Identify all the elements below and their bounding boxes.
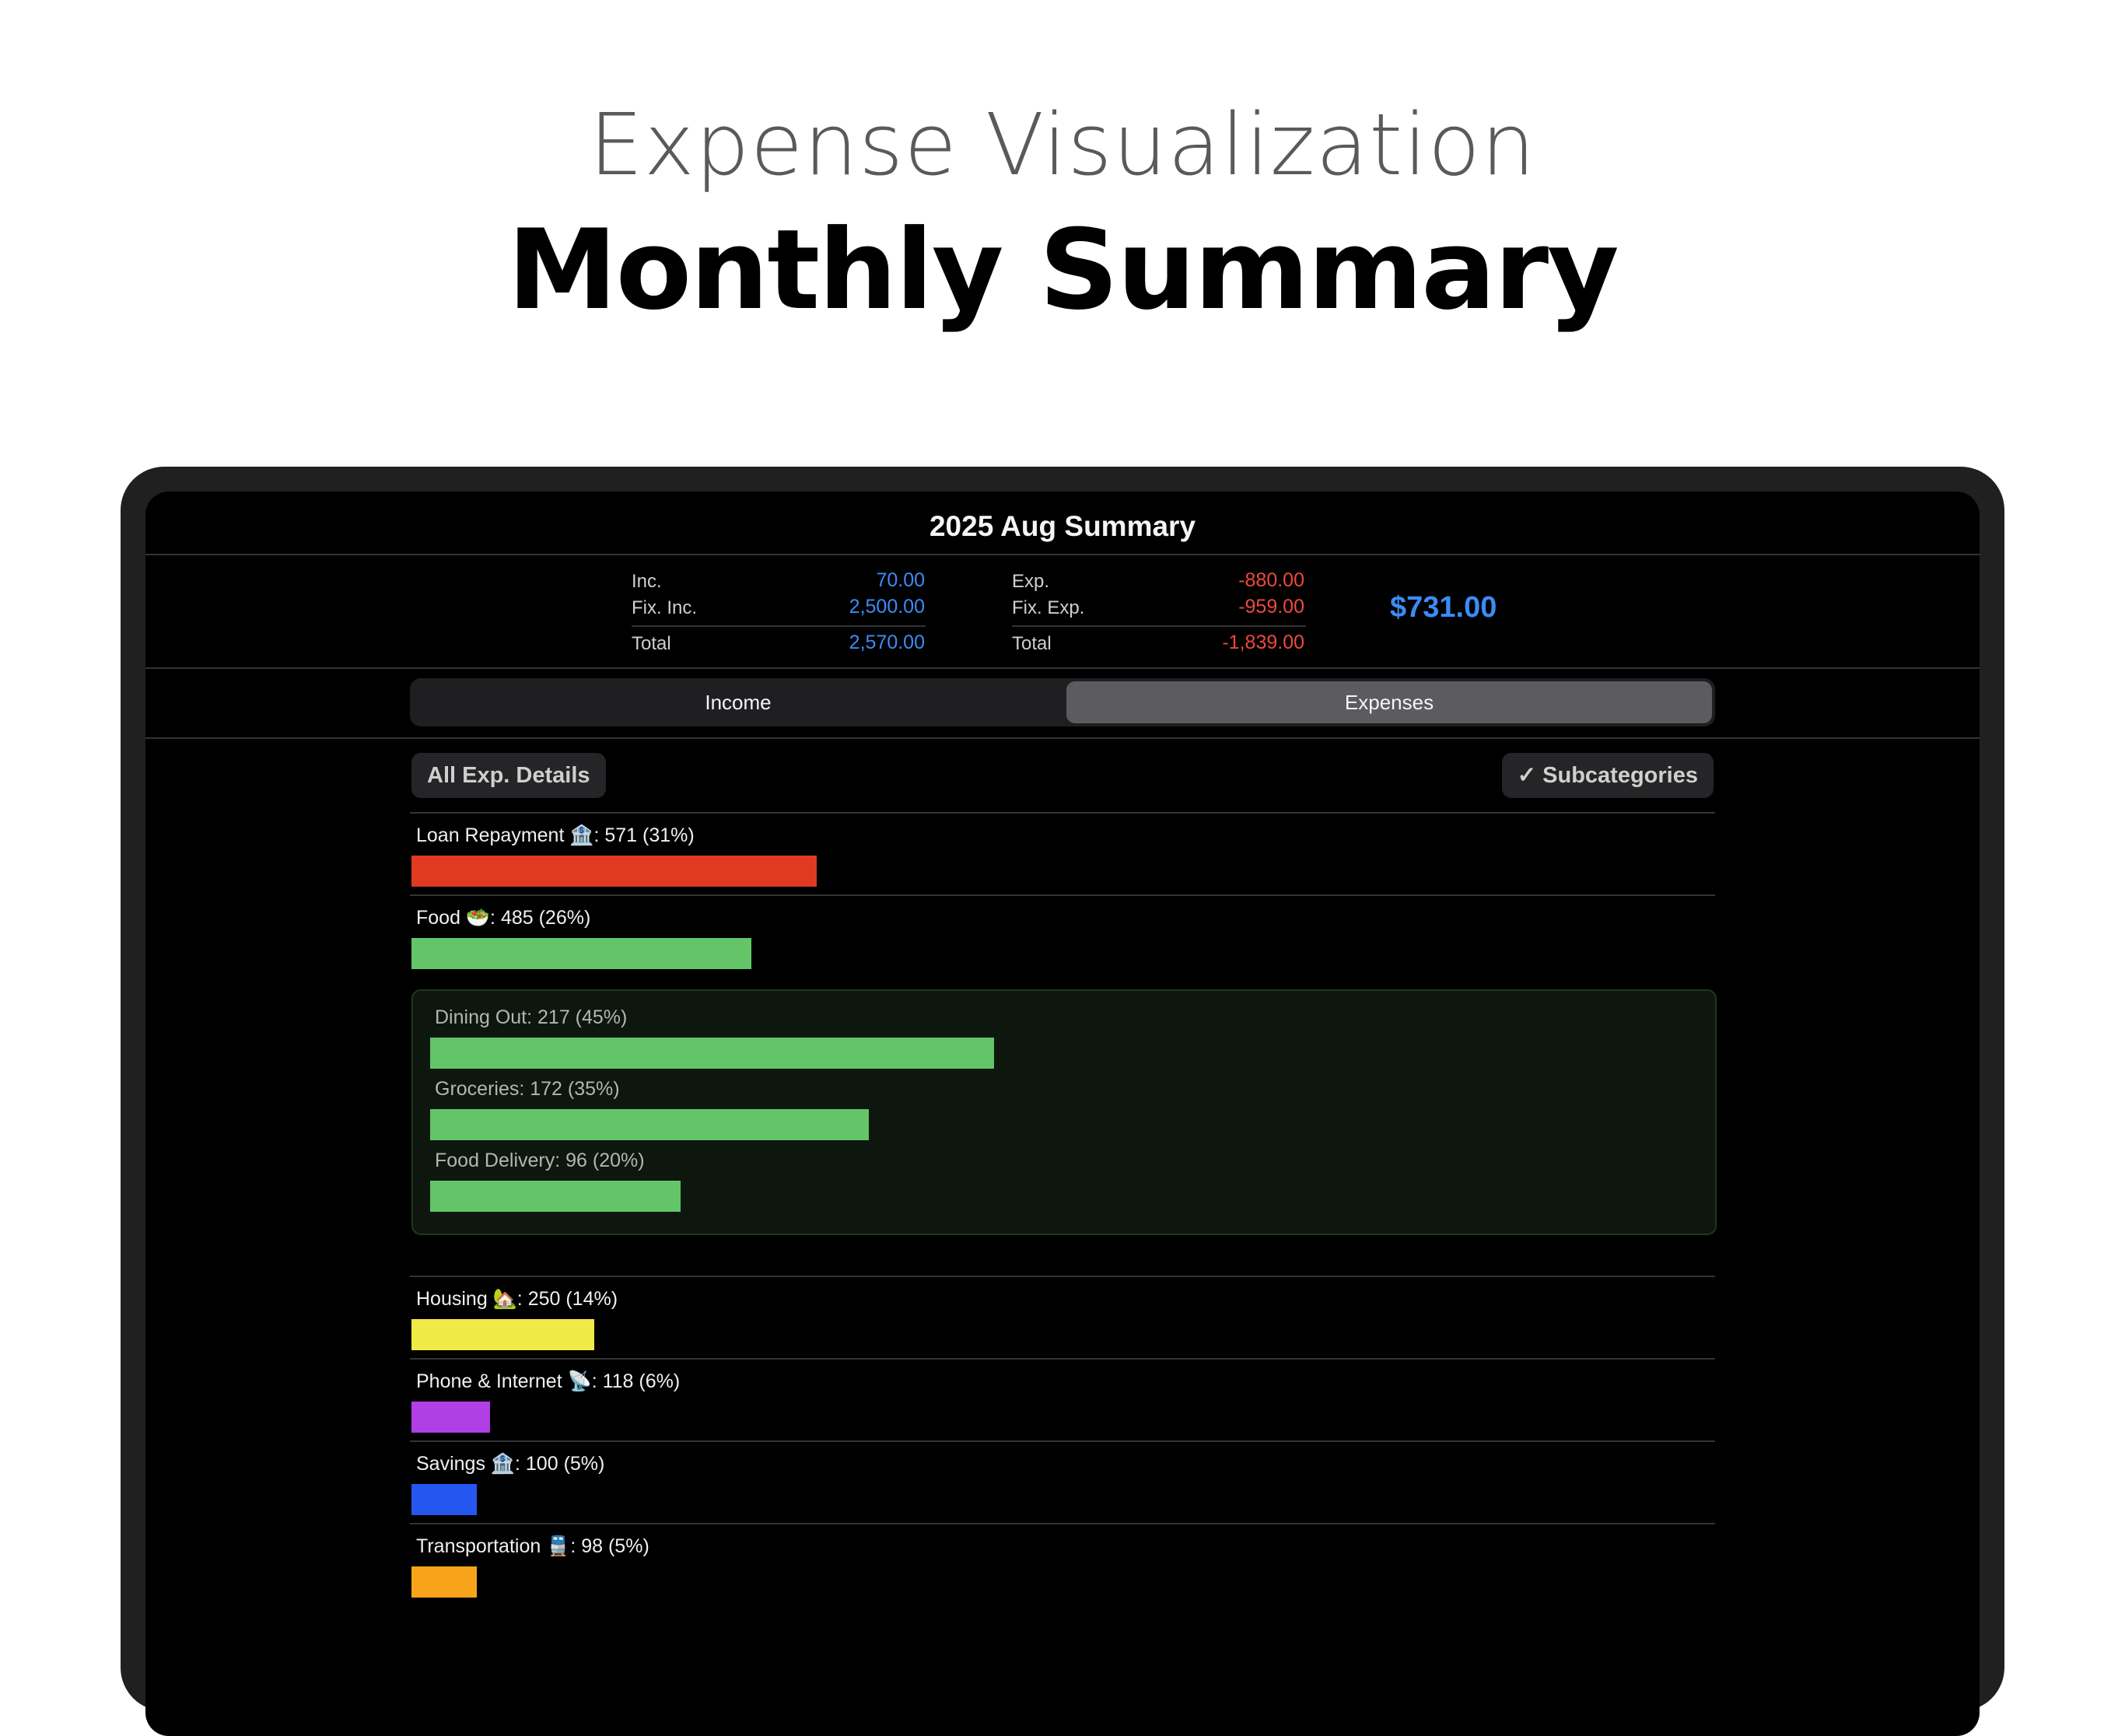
tabs-divider [145, 737, 1980, 739]
category-bar-loan-repayment[interactable] [411, 856, 817, 887]
category-label-savings: Savings 🏦: 100 (5%) [416, 1453, 605, 1475]
app-screen: 2025 Aug Summary Inc. 70.00 Fix. Inc. 2,… [145, 492, 1980, 1736]
tab-income[interactable]: Income [705, 691, 772, 714]
row-divider [410, 1440, 1715, 1442]
page-title: 2025 Aug Summary [929, 510, 1196, 542]
category-label-phone-internet: Phone & Internet 📡: 118 (6%) [416, 1370, 681, 1392]
inc-divider [632, 625, 926, 627]
inc-total-label: Total [632, 633, 671, 654]
category-label-loan-repayment: Loan Repayment 🏦: 571 (31%) [416, 824, 695, 846]
income-expense-segmented-control: Income Expenses [410, 678, 1715, 726]
row-divider [410, 1276, 1715, 1277]
fix-inc-label: Fix. Inc. [632, 597, 698, 618]
net-balance: $731.00 [1390, 591, 1497, 624]
fix-inc-value: 2,500.00 [849, 596, 925, 618]
exp-value: -880.00 [1238, 569, 1304, 591]
tab-expenses[interactable]: Expenses [1066, 681, 1712, 723]
category-bar-phone-internet[interactable] [411, 1402, 490, 1433]
fix-exp-value: -959.00 [1238, 596, 1304, 618]
fix-exp-label: Fix. Exp. [1012, 597, 1085, 618]
row-divider [410, 812, 1715, 814]
subcategory-bar-dining-out[interactable] [430, 1038, 994, 1069]
exp-label: Exp. [1012, 571, 1050, 592]
header-divider [145, 554, 1980, 555]
category-bar-savings[interactable] [411, 1484, 477, 1515]
category-label-transportation: Transportation 🚆: 98 (5%) [416, 1535, 649, 1557]
hero-subtitle: Expense Visualization [589, 95, 1536, 194]
subcategories-toggle-button[interactable]: ✓ Subcategories [1501, 753, 1714, 798]
exp-divider [1012, 625, 1306, 627]
tablet-frame: 2025 Aug Summary Inc. 70.00 Fix. Inc. 2,… [121, 467, 2004, 1736]
inc-total-value: 2,570.00 [849, 632, 925, 653]
exp-total-label: Total [1012, 633, 1052, 654]
category-bar-transportation[interactable] [411, 1566, 477, 1598]
hero-title: Monthly Summary [507, 206, 1619, 334]
subcategory-label-food-delivery: Food Delivery: 96 (20%) [435, 1150, 645, 1171]
category-bar-food[interactable] [411, 938, 751, 969]
subcategory-label-dining-out: Dining Out: 217 (45%) [435, 1006, 628, 1028]
inc-value: 70.00 [876, 569, 925, 591]
category-bar-housing[interactable] [411, 1319, 595, 1350]
subcategory-bar-groceries[interactable] [430, 1109, 869, 1140]
all-exp-details-button[interactable]: All Exp. Details [411, 753, 606, 798]
summary-divider [145, 667, 1980, 669]
row-divider [410, 1523, 1715, 1524]
category-label-food: Food 🥗: 485 (26%) [416, 907, 591, 929]
row-divider [410, 1358, 1715, 1360]
row-divider [410, 894, 1715, 896]
subcategory-bar-food-delivery[interactable] [430, 1181, 681, 1212]
category-label-housing: Housing 🏡: 250 (14%) [416, 1288, 618, 1310]
exp-total-value: -1,839.00 [1222, 632, 1304, 653]
subcategory-label-groceries: Groceries: 172 (35%) [435, 1078, 620, 1100]
inc-label: Inc. [632, 571, 662, 592]
